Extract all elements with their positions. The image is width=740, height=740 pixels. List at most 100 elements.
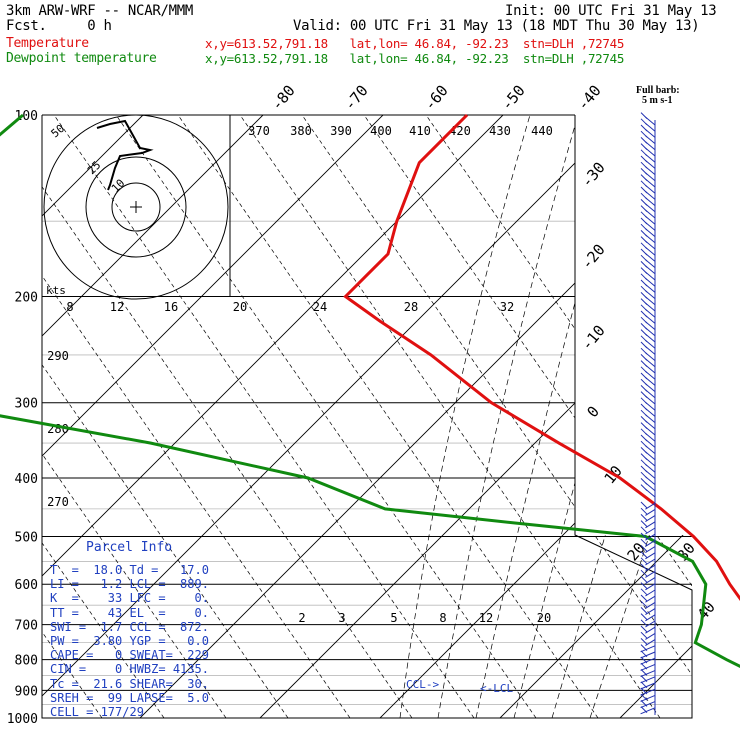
valid-time: Valid: 00 UTC Fri 31 May 13 (18 MDT Thu …	[293, 18, 700, 34]
isotherm-line	[259, 115, 692, 718]
wind-barb	[640, 670, 656, 678]
wind-barb	[640, 694, 656, 702]
wind-barb-feather	[640, 644, 648, 651]
wind-barb-feather	[640, 520, 648, 527]
isotherm-label: 0	[583, 403, 603, 421]
theta-label: 400	[370, 124, 392, 138]
hodograph-trace	[96, 119, 154, 191]
wind-barb-feather	[640, 545, 648, 552]
moist-adiabat-line	[399, 115, 531, 718]
mixing-ratio-label: 3	[338, 611, 345, 625]
parcel-info-title: Parcel Info	[86, 540, 173, 555]
wind-barb-feather	[640, 613, 648, 620]
model-title: 3km ARW-WRF -- NCAR/MMM	[6, 3, 193, 19]
theta-label: 290	[47, 349, 69, 363]
theta-label: 440	[531, 124, 553, 138]
mixing-ratio-label: 12	[479, 611, 493, 625]
wind-barb-feather	[640, 230, 648, 237]
wind-barb-feather	[640, 341, 648, 349]
dry-adiabat-line	[42, 115, 351, 718]
wind-barb-feather	[640, 600, 648, 608]
wind-barb-feather	[640, 551, 648, 558]
wind-barb	[645, 564, 656, 572]
isotherm-label: -50	[498, 82, 529, 114]
isotherm-line	[619, 115, 692, 718]
wind-barb-feather	[640, 662, 648, 670]
temperature-line	[343, 113, 740, 602]
pressure-label-100: 100	[15, 109, 38, 124]
dry-adiabat-line	[42, 115, 165, 718]
hodograph-ring-label: 25	[85, 159, 104, 178]
wind-barb-feather	[640, 465, 648, 473]
wind-barb-feather	[640, 366, 648, 374]
wind-barb-feather	[640, 507, 648, 515]
wind-barb	[640, 663, 656, 671]
wind-barb	[645, 508, 656, 516]
wind-barb-feather	[640, 279, 648, 287]
wind-barb	[645, 614, 656, 622]
wind-barb-feather	[640, 168, 648, 175]
wind-barb	[645, 527, 656, 535]
wind-barb-feather	[640, 700, 648, 707]
wind-barb-feather	[640, 656, 648, 664]
isotherm-line	[42, 115, 504, 718]
dry-adiabat-line	[177, 115, 599, 718]
theta-label: 370	[248, 124, 270, 138]
wind-barb-feather	[640, 304, 648, 312]
moist-adiabat-line	[589, 115, 692, 718]
mixing-ratio-label: 16	[164, 300, 178, 314]
theta-label: 380	[290, 124, 312, 138]
moist-adiabat-line	[475, 115, 627, 718]
parcel-info-row: K = 33 LFC = 0.	[50, 591, 209, 606]
wind-barb-feather	[640, 298, 648, 305]
wind-barb-feather	[640, 329, 648, 336]
isotherm-label: -10	[578, 322, 609, 354]
hodograph-ring	[43, 114, 229, 300]
wind-barb	[645, 595, 656, 603]
wind-barb-feather	[640, 211, 648, 219]
wind-barb-feather	[640, 149, 648, 157]
wind-barb	[645, 583, 656, 591]
wind-barb-feather	[640, 372, 648, 380]
theta-label: 430	[489, 124, 511, 138]
wind-barb-feather	[640, 687, 648, 695]
isotherm-label: -20	[578, 241, 609, 273]
wind-barb-feather	[640, 199, 648, 206]
theta-label: 270	[47, 495, 69, 509]
isotherm-line	[379, 115, 692, 718]
wind-barb-feather	[640, 422, 648, 429]
chart-frame	[41, 115, 693, 719]
wind-barb-feather	[640, 323, 648, 330]
wind-barb-feather	[640, 569, 648, 577]
wind-barb-feather	[640, 112, 648, 119]
temperature-location-info: x,y=613.52,791.18 lat,lon= 46.84, -92.23…	[205, 36, 625, 51]
wind-barb-feather	[640, 631, 648, 639]
wind-barb-feather	[640, 428, 648, 436]
wind-barb	[645, 539, 656, 547]
wind-barb	[645, 577, 656, 585]
wind-barb-feather	[640, 130, 648, 138]
wind-barb-feather	[640, 453, 648, 460]
wind-barb-feather	[640, 675, 648, 682]
wind-barb-feather	[640, 285, 648, 293]
mixing-ratio-label: 12	[110, 300, 124, 314]
pressure-label-800: 800	[15, 654, 38, 669]
dry-adiabat-line	[239, 115, 661, 718]
wind-barb-feather	[640, 223, 648, 231]
isotherm-line	[42, 115, 264, 718]
pressure-label-600: 600	[15, 578, 38, 593]
wind-barb-feather	[640, 693, 648, 701]
wind-barb-feather	[640, 638, 648, 645]
dry-adiabat-line	[42, 115, 413, 718]
wind-barb-feather	[640, 514, 648, 521]
wind-barb	[640, 651, 656, 659]
moist-adiabat-line	[437, 115, 579, 718]
wind-barb-feather	[640, 484, 648, 491]
wind-barb-feather	[640, 354, 648, 361]
wind-barb-feather	[640, 236, 648, 243]
parcel-info-row: PW = 3.80 YGP = 0.0	[50, 634, 209, 648]
wind-barb-feather	[640, 310, 648, 318]
wind-barb-feather	[640, 594, 648, 602]
wind-barb-feather	[640, 242, 648, 250]
isotherm-label: -30	[578, 159, 609, 191]
